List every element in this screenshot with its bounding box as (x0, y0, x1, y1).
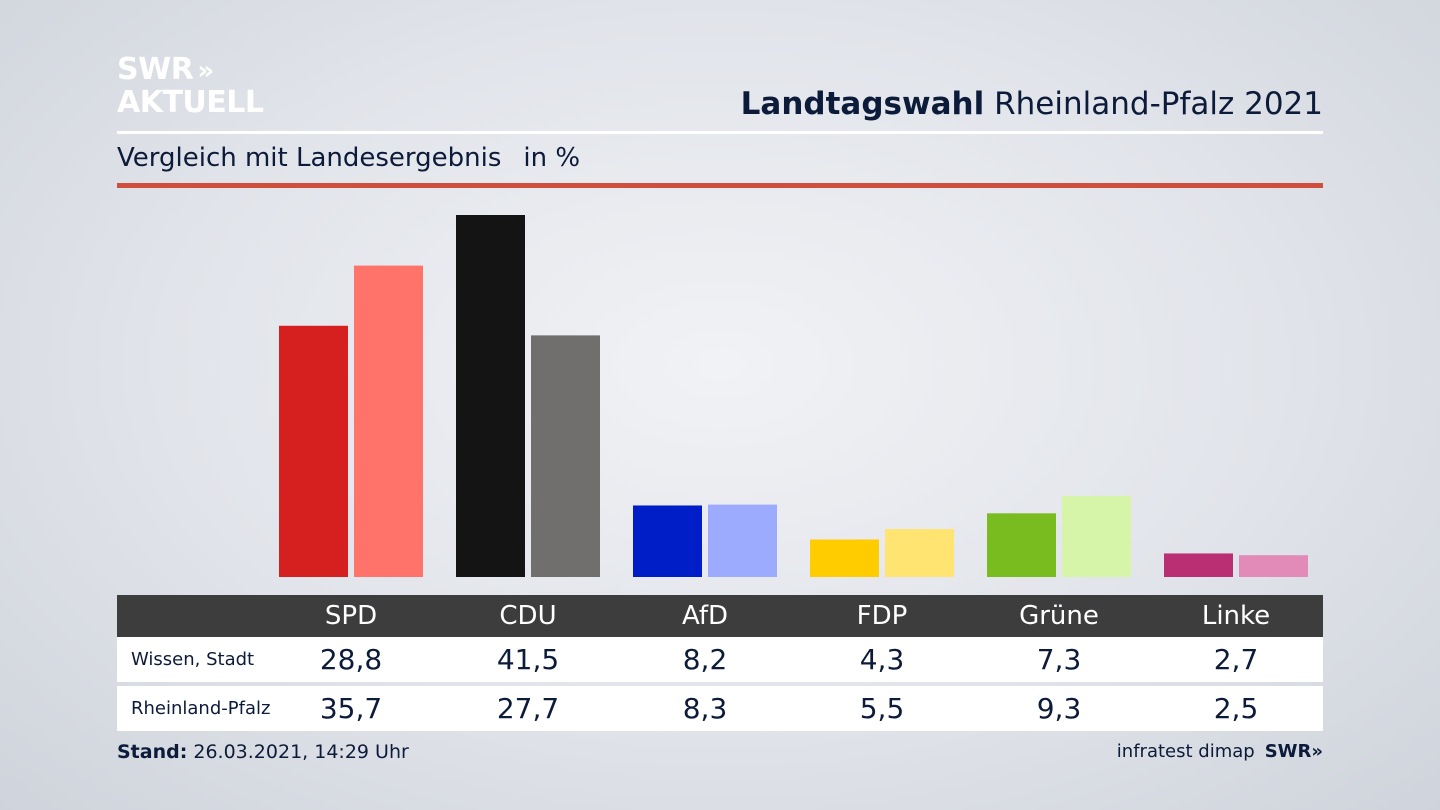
swr-aktuell-logo: SWR» AKTUELL (117, 54, 264, 118)
value-cell: 5,5 (859, 692, 905, 725)
stand-label: Stand: (117, 741, 188, 763)
bar-spd-rlp (354, 265, 423, 577)
party-label: FDP (856, 601, 908, 631)
logo-line-2: AKTUELL (117, 85, 264, 120)
value-cell: 41,5 (496, 643, 560, 676)
title-rest: Rheinland-Pfalz 2021 (994, 86, 1323, 122)
bar-afd-wissen (633, 505, 702, 577)
title-bold: Landtagswahl (740, 86, 985, 122)
value-cell: 4,3 (859, 643, 905, 676)
party-label: SPD (324, 601, 378, 631)
timestamp: Stand: 26.03.2021, 14:29 Uhr (117, 741, 409, 763)
value-cell: 35,7 (319, 692, 383, 725)
accent-divider (117, 183, 1323, 188)
bar-grne-rlp (1062, 495, 1131, 577)
bar-spd-wissen (279, 325, 348, 577)
bar-cdu-rlp (531, 335, 600, 577)
subtitle-label: Vergleich mit Landesergebnis (117, 143, 502, 173)
bar-cdu-wissen (456, 215, 525, 577)
party-header-row: SPD CDU AfD FDP Grüne Linke (117, 595, 1323, 637)
value-cell: 2,7 (1213, 643, 1259, 676)
unit-label: in % (523, 143, 581, 173)
party-label: CDU (499, 601, 557, 631)
row-label: Wissen, Stadt (131, 649, 255, 670)
table-row: Rheinland-Pfalz 35,7 27,7 8,3 5,5 9,3 2,5 (117, 686, 1323, 731)
bar-fdp-rlp (885, 529, 954, 577)
value-cell: 27,7 (496, 692, 560, 725)
row-label: Rheinland-Pfalz (131, 698, 271, 719)
value-cell: 2,5 (1213, 692, 1259, 725)
value-cell: 9,3 (1036, 692, 1082, 725)
bar-linke-rlp (1239, 555, 1308, 577)
value-cell: 8,2 (682, 643, 728, 676)
chart-subtitle: Vergleich mit Landesergebnis in % (117, 143, 580, 173)
bar-afd-rlp (708, 504, 777, 577)
value-cell: 7,3 (1036, 643, 1082, 676)
party-label: Grüne (1019, 601, 1099, 631)
table-row: Wissen, Stadt 28,8 41,5 8,2 4,3 7,3 2,7 (117, 637, 1323, 682)
party-label: AfD (681, 601, 729, 631)
bar-grne-wissen (987, 513, 1056, 577)
stand-value: 26.03.2021, 14:29 Uhr (193, 741, 409, 763)
source-name: infratest dimap (1116, 741, 1255, 762)
source-credit: infratest dimap SWR» (1117, 741, 1323, 762)
bar-fdp-wissen (810, 539, 879, 577)
bar-linke-wissen (1164, 553, 1233, 577)
title-divider (117, 131, 1323, 134)
swr-small-logo: SWR» (1264, 741, 1323, 762)
value-cell: 8,3 (682, 692, 728, 725)
value-cell: 28,8 (319, 643, 383, 676)
party-label: Linke (1201, 601, 1271, 631)
page-title: Landtagswahl Rheinland-Pfalz 2021 (741, 86, 1323, 122)
